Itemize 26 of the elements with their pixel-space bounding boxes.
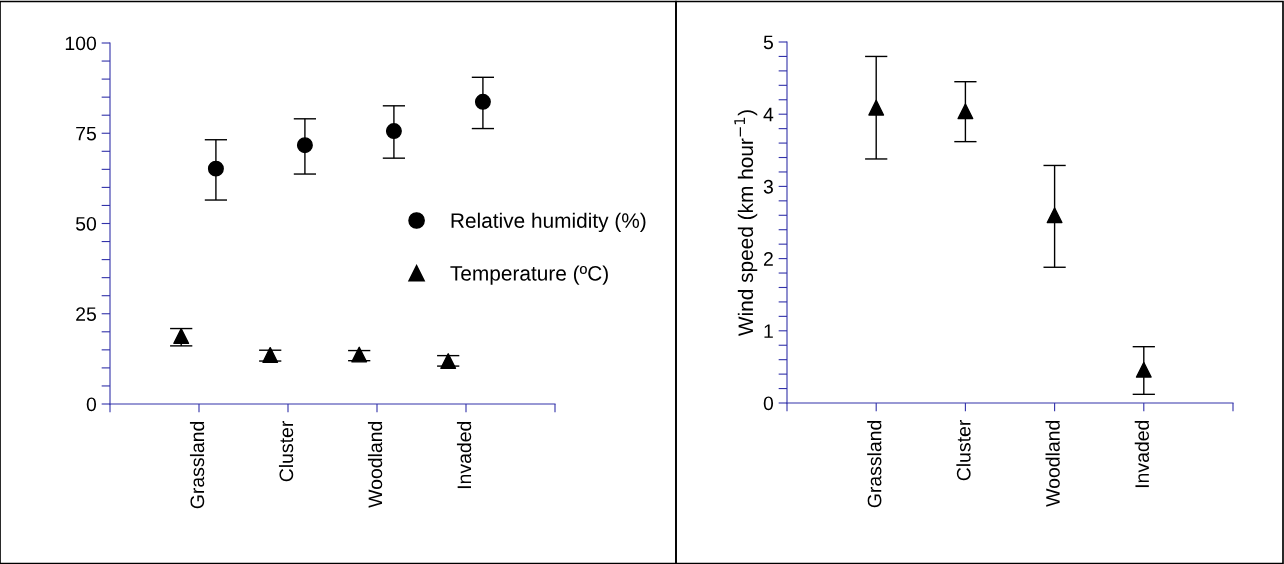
legend-label: Relative humidity (%): [451, 212, 646, 233]
point: [1046, 207, 1063, 224]
x-tick-label: Woodland: [1045, 420, 1060, 507]
y-axis-title: Wind speed (km hour$^{−1}$): [734, 110, 758, 337]
legend-label: Temperature (ºC): [450, 265, 608, 285]
y-tick-label: 0: [763, 396, 774, 411]
y-tick-label: 3: [763, 179, 773, 194]
point: [868, 99, 885, 116]
y-tick-label: 5: [763, 35, 773, 50]
x-tick-label: Woodland: [367, 421, 383, 508]
x-tick-label: Grassland: [867, 420, 882, 508]
x-tick-label: Invaded: [1134, 420, 1150, 488]
y-tick-label: 50: [75, 216, 97, 231]
point: [1135, 361, 1152, 378]
x-tick-label: Cluster: [278, 420, 294, 482]
point: [957, 103, 974, 120]
y-tick-label: 2: [763, 252, 773, 266]
y-tick-label: 25: [76, 307, 96, 321]
x-tick-label: Grassland: [189, 421, 205, 509]
y-tick-label: 100: [65, 36, 97, 51]
y-tick-label: 1: [764, 324, 773, 338]
y-tick-label: 4: [763, 107, 774, 122]
x-tick-label: Cluster: [956, 419, 971, 481]
y-tick-label: 75: [76, 126, 96, 141]
y-tick-label: 0: [86, 397, 97, 412]
x-tick-label: Invaded: [456, 421, 472, 489]
